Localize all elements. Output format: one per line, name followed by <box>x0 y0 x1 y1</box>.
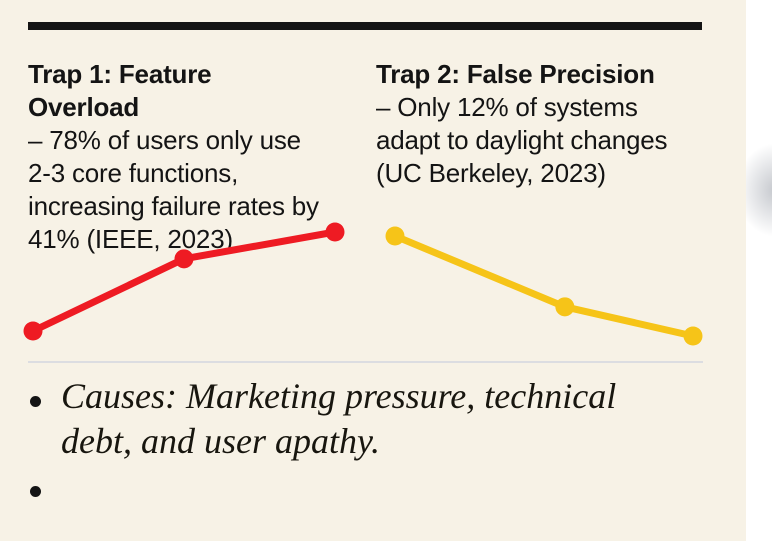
bullet-dot <box>30 486 41 497</box>
top-rule <box>28 22 702 30</box>
page-margin-strip <box>746 0 772 541</box>
list-item <box>28 464 688 497</box>
section-divider <box>28 361 703 363</box>
caption-columns: Trap 1: Feature Overload – 78% of users … <box>28 58 668 256</box>
bullet-list: Causes: Marketing pressure, technical de… <box>28 374 688 497</box>
bullet-dot <box>30 396 41 407</box>
bullet-text-causes: Causes: Marketing pressure, technical de… <box>61 376 617 461</box>
trap1-title: Trap 1: Feature Overload <box>28 59 212 122</box>
trap2-title: Trap 2: False Precision <box>376 59 655 89</box>
list-item: Causes: Marketing pressure, technical de… <box>28 374 688 464</box>
trap1-caption: Trap 1: Feature Overload – 78% of users … <box>28 58 328 256</box>
trap2-caption: Trap 2: False Precision – Only 12% of sy… <box>376 58 668 256</box>
trap2-body: – Only 12% of systems adapt to daylight … <box>376 92 668 188</box>
trap1-body: – 78% of users only use 2-3 core functio… <box>28 125 319 254</box>
